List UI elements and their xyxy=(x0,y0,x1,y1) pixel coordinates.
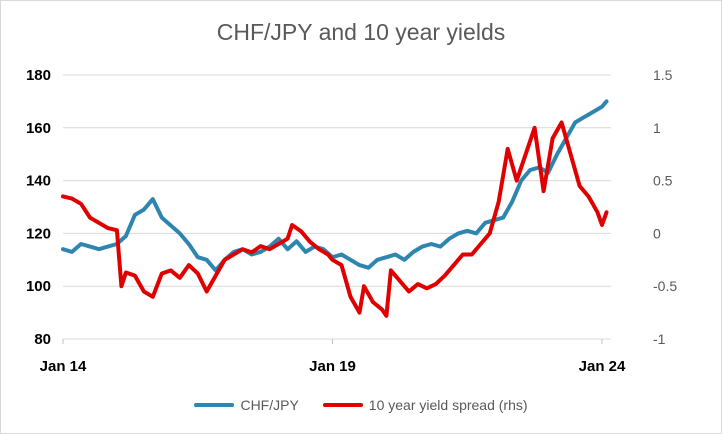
y-right-tick-label: -1 xyxy=(653,331,666,347)
y-left-tick-label: 100 xyxy=(26,278,51,295)
y-right-tick-label: -0.5 xyxy=(653,278,677,294)
x-tick-label: Jan 14 xyxy=(40,358,87,375)
y-left-tick-label: 140 xyxy=(26,173,51,190)
y-right-tick-label: 0.5 xyxy=(653,173,673,189)
legend-label-chfjpy: CHF/JPY xyxy=(240,397,299,413)
y-left-tick-label: 120 xyxy=(26,225,51,242)
y-right-tick-label: 1 xyxy=(653,120,661,136)
x-tick-label: Jan 24 xyxy=(579,358,626,375)
gridlines xyxy=(63,74,611,340)
y-left-tick-label: 160 xyxy=(26,120,51,137)
legend-item-chfjpy: CHF/JPY xyxy=(194,397,299,413)
legend: CHF/JPY 10 year yield spread (rhs) xyxy=(1,397,721,413)
legend-swatch-chfjpy xyxy=(194,403,235,407)
y-right-tick-label: 0 xyxy=(653,225,661,241)
chart-title: CHF/JPY and 10 year yields xyxy=(216,19,506,45)
series-lines xyxy=(61,99,609,318)
legend-swatch-yield-spread xyxy=(322,403,363,407)
series-line-chfjpy xyxy=(61,99,609,273)
y-right-tick-label: 1.5 xyxy=(653,67,673,83)
legend-label-yield-spread: 10 year yield spread (rhs) xyxy=(368,397,528,413)
legend-item-yield-spread: 10 year yield spread (rhs) xyxy=(322,397,528,413)
x-tick-label: Jan 19 xyxy=(309,358,356,375)
axes: 80 100 120 140 160 180 -1 -0.5 0 0.5 1 1.5 Jan 14 Jan… xyxy=(26,67,677,375)
y-left-tick-label: 80 xyxy=(34,331,51,348)
series-line-yield-spread xyxy=(61,120,609,318)
y-left-tick-label: 180 xyxy=(26,67,51,84)
